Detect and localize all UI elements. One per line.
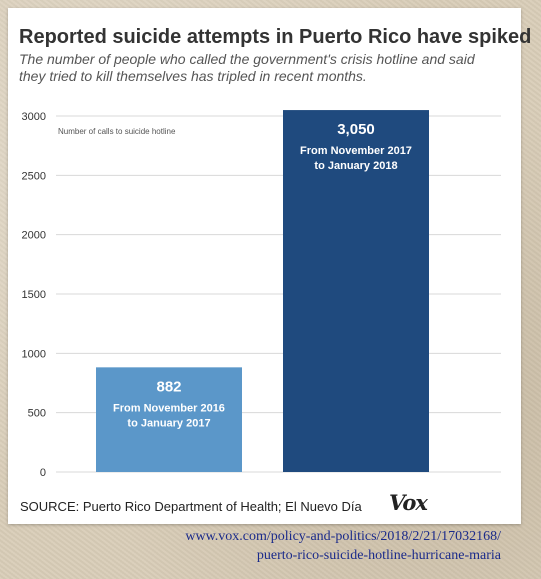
y-tick-label: 1000 <box>22 348 46 360</box>
bar <box>96 367 242 472</box>
vox-logo: Vox <box>389 490 428 515</box>
source-note: SOURCE: Puerto Rico Department of Health… <box>20 499 362 514</box>
y-axis-label: Number of calls to suicide hotline <box>58 127 176 136</box>
bar <box>283 110 429 473</box>
source-url-line2[interactable]: puerto-rico-suicide-hotline-hurricane-ma… <box>256 548 501 563</box>
bar-chart: 0 500 1000 1500 2000 2500 3000 Number of calls… <box>22 110 501 479</box>
source-url[interactable]: www.vox.com/policy-and-politics/2018/2/2… <box>185 527 501 565</box>
chart-title: Reported suicide attempts in Puerto Rico… <box>19 26 532 48</box>
bars: 882 From November 2016 to January 2017 3,05… <box>96 110 429 473</box>
bar-period-label: to January 2017 <box>127 417 210 429</box>
source-url-line1[interactable]: www.vox.com/policy-and-politics/2018/2/2… <box>185 529 501 544</box>
bar-period-label: From November 2017 <box>300 145 412 157</box>
bar-period-label: to January 2018 <box>314 160 397 172</box>
bar-value-label: 882 <box>156 378 181 395</box>
bar-value-label: 3,050 <box>337 121 375 138</box>
y-tick-label: 0 <box>40 467 46 479</box>
y-axis-ticks: 0 500 1000 1500 2000 2500 3000 <box>22 111 46 479</box>
chart-card: Reported suicide attempts in Puerto Rico… <box>8 8 531 524</box>
y-tick-label: 3000 <box>22 111 46 123</box>
y-tick-label: 500 <box>28 408 46 420</box>
y-tick-label: 2500 <box>22 170 46 182</box>
bar-period-label: From November 2016 <box>113 402 225 414</box>
chart-subtitle: The number of people who called the gove… <box>19 51 475 84</box>
y-tick-label: 2000 <box>22 230 46 242</box>
y-tick-label: 1500 <box>22 289 46 301</box>
